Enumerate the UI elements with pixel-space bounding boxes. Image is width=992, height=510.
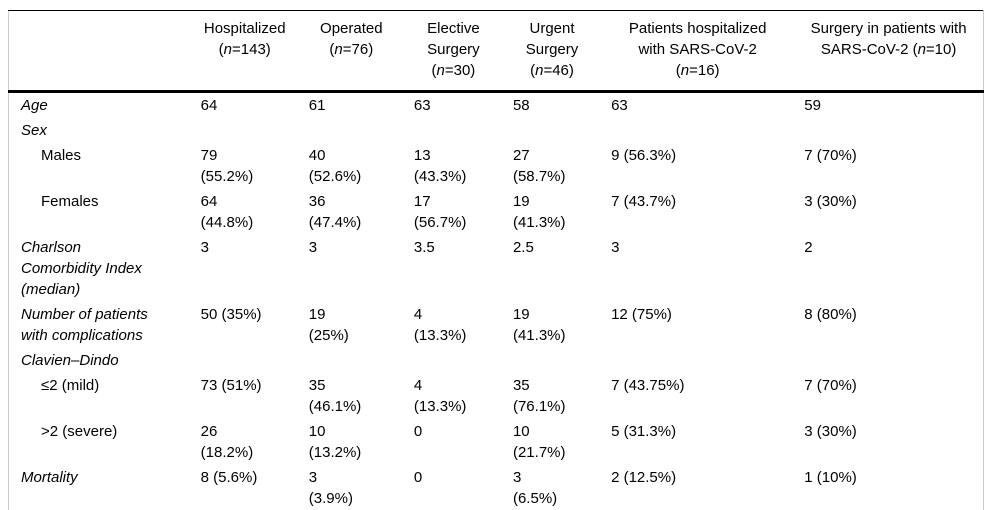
- table-row-sex: Sex: [9, 118, 984, 143]
- cell: 63: [413, 97, 431, 114]
- cell: [299, 348, 404, 373]
- cell: 59: [804, 97, 821, 114]
- cell: 35 (46.1%): [308, 377, 362, 415]
- cell: 2.5: [512, 239, 534, 256]
- cell: 3 (6.5%): [512, 469, 558, 507]
- cell: 8 (80%): [804, 306, 857, 323]
- cell: [794, 348, 983, 373]
- cell: 27 (58.7%): [512, 147, 566, 185]
- cell: 7 (43.7%): [611, 193, 677, 210]
- cell: 19 (41.3%): [512, 193, 566, 231]
- cell: 9 (56.3%): [611, 147, 677, 164]
- cell: [191, 118, 299, 143]
- cell: 1 (10%): [804, 469, 857, 486]
- row-label: Males: [41, 147, 82, 164]
- cell: 36 (47.4%): [308, 193, 362, 231]
- column-header-operated: Operated (n=76): [298, 10, 404, 93]
- cell: 4 (13.3%): [413, 306, 467, 344]
- column-header-hospitalized: Hospitalized (n=143): [190, 10, 299, 93]
- cell: 3: [308, 239, 318, 256]
- table-row-charlson-comorbidity-index: Charlson Comorbidity Index (median) 3 3 …: [9, 235, 984, 302]
- table-row-severe: >2 (severe) 26 (18.2%) 10 (13.2%) 0 10 (…: [9, 419, 984, 465]
- column-header-sars-cov-2-surgery: Surgery in patients with SARS-CoV-2 (n=10…: [794, 10, 984, 93]
- row-label: Charlson Comorbidity Index (median): [21, 239, 142, 298]
- cell: 4 (13.3%): [413, 377, 467, 415]
- table-header: Hospitalized (n=143) Operated (n=76) Elect…: [8, 10, 984, 93]
- cell: 2: [804, 239, 813, 256]
- table-row-mild: ≤2 (mild) 73 (51%) 35 (46.1%) 4 (13.3%) …: [9, 373, 984, 419]
- cell: 63: [611, 97, 628, 114]
- row-label: Number of patients with complications: [21, 306, 148, 344]
- cell: [794, 118, 983, 143]
- cell: 7 (43.75%): [611, 377, 685, 394]
- cell: 0: [413, 469, 423, 486]
- cell: 10 (21.7%): [512, 423, 566, 461]
- cell: 5 (31.3%): [611, 423, 677, 440]
- cell: 50 (35%): [200, 306, 262, 323]
- cell: 40 (52.6%): [308, 147, 362, 185]
- cell: 58: [512, 97, 530, 114]
- cell: 7 (70%): [804, 147, 857, 164]
- cell: 7 (70%): [804, 377, 857, 394]
- row-label: Females: [41, 193, 99, 210]
- cell: 17 (56.7%): [413, 193, 467, 231]
- cell: [299, 118, 404, 143]
- cell: [404, 348, 503, 373]
- cell: 0: [413, 423, 423, 440]
- cell: 61: [308, 97, 326, 114]
- cell: 64: [200, 97, 218, 114]
- row-label: Sex: [21, 122, 47, 139]
- cell: [601, 118, 794, 143]
- cell: [404, 118, 503, 143]
- row-label: ≤2 (mild): [41, 377, 100, 394]
- cell: 26 (18.2%): [200, 423, 254, 461]
- table-row-males: Males 79 (55.2%) 40 (52.6%) 13 (43.3%) 2…: [9, 143, 984, 189]
- cell: 3.5: [413, 239, 435, 256]
- cell: 79 (55.2%): [200, 147, 254, 185]
- row-label: Clavien–Dindo: [21, 352, 119, 369]
- cell: 3: [611, 239, 620, 256]
- cell: 10 (13.2%): [308, 423, 362, 461]
- cell: [503, 118, 601, 143]
- cell: 12 (75%): [611, 306, 672, 323]
- cell: 19 (41.3%): [512, 306, 566, 344]
- cell: 3 (3.9%): [308, 469, 353, 507]
- cell: 8 (5.6%): [200, 469, 258, 486]
- cell: 3: [200, 239, 210, 256]
- table-row-females: Females 64 (44.8%) 36 (47.4%) 17 (56.7%)…: [9, 189, 984, 235]
- cell: 2 (12.5%): [611, 469, 677, 486]
- header-row: Hospitalized (n=143) Operated (n=76) Elect…: [8, 10, 984, 93]
- cell: [503, 348, 601, 373]
- cell: 3 (30%): [804, 193, 857, 210]
- row-label: Mortality: [21, 469, 78, 486]
- table-row-clavien-dindo: Clavien–Dindo: [9, 348, 984, 373]
- cell: 19 (25%): [308, 306, 349, 344]
- table-row-patients-with-complications: Number of patients with complications 50…: [9, 302, 984, 348]
- clinical-outcomes-table: Hospitalized (n=143) Operated (n=76) Elect…: [8, 10, 984, 510]
- table-row-mortality: Mortality 8 (5.6%) 3 (3.9%) 0 3 (6.5%) 2…: [9, 465, 984, 510]
- table-row-age: Age 64 61 63 58 63 59: [9, 92, 984, 119]
- cell: 35 (76.1%): [512, 377, 566, 415]
- column-header-urgent-surgery: Urgent Surgery (n=46): [502, 10, 602, 93]
- header-empty-cell: [8, 10, 191, 93]
- column-header-sars-cov-2-hospitalized: Patients hospitalized with SARS-CoV-2 (n=1…: [601, 10, 795, 93]
- cell: [191, 348, 299, 373]
- cell: 3 (30%): [804, 423, 857, 440]
- cell: 13 (43.3%): [413, 147, 467, 185]
- cell: 73 (51%): [200, 377, 262, 394]
- column-header-elective-surgery: Elective Surgery (n=30): [403, 10, 503, 93]
- table-body: Age 64 61 63 58 63 59 Sex Males 79 (55.2…: [9, 92, 984, 510]
- cell: 64 (44.8%): [200, 193, 254, 231]
- row-label: Age: [21, 97, 48, 114]
- row-label: >2 (severe): [41, 423, 118, 440]
- cell: [601, 348, 794, 373]
